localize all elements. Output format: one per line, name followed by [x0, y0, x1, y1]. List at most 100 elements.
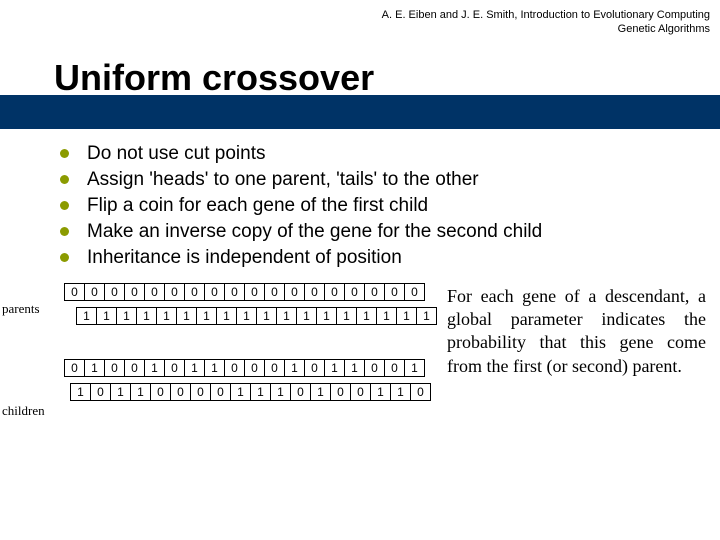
gene-cell: 1	[344, 359, 365, 377]
gene-cell: 0	[404, 283, 425, 301]
gene-cell: 0	[324, 283, 345, 301]
gene-cell: 0	[264, 283, 285, 301]
gene-cell: 1	[130, 383, 151, 401]
gene-cell: 0	[364, 359, 385, 377]
gene-cell: 0	[190, 383, 211, 401]
explanation-text: For each gene of a descendant, a global …	[447, 285, 706, 379]
bullet-text: Assign 'heads' to one parent, 'tails' to…	[87, 169, 479, 191]
gene-cell: 0	[104, 283, 125, 301]
gene-cell: 0	[290, 383, 311, 401]
lower-section: parents children 000000000000000000 1111…	[0, 283, 720, 419]
bullet-item: Flip a coin for each gene of the first c…	[60, 195, 720, 217]
gene-cell: 1	[376, 307, 397, 325]
gene-cell: 1	[324, 359, 345, 377]
gene-cell: 0	[224, 359, 245, 377]
gene-cell: 1	[70, 383, 91, 401]
gene-cell: 0	[64, 359, 85, 377]
gene-cell: 1	[204, 359, 225, 377]
gene-cell: 1	[250, 383, 271, 401]
gene-cell: 1	[116, 307, 137, 325]
gene-cell: 0	[410, 383, 431, 401]
gene-cell: 1	[236, 307, 257, 325]
gene-cell: 0	[90, 383, 111, 401]
parent-row-1: 000000000000000000	[64, 283, 437, 301]
bullet-icon	[60, 227, 69, 236]
gene-cell: 1	[316, 307, 337, 325]
header: A. E. Eiben and J. E. Smith, Introductio…	[0, 0, 720, 39]
child-row-1: 010010110001011001	[64, 359, 437, 377]
gene-cell: 1	[110, 383, 131, 401]
header-line-2: Genetic Algorithms	[0, 22, 710, 36]
gene-cell: 0	[64, 283, 85, 301]
gene-cell: 0	[284, 283, 305, 301]
bullet-text: Inheritance is independent of position	[87, 247, 402, 269]
gene-cell: 0	[124, 359, 145, 377]
gene-cell: 1	[404, 359, 425, 377]
gene-cell: 1	[356, 307, 377, 325]
gene-cell: 1	[336, 307, 357, 325]
gene-cell: 1	[296, 307, 317, 325]
gene-cell: 0	[344, 283, 365, 301]
gene-cell: 1	[216, 307, 237, 325]
gene-cell: 1	[310, 383, 331, 401]
bullet-item: Assign 'heads' to one parent, 'tails' to…	[60, 169, 720, 191]
bullet-text: Do not use cut points	[87, 143, 266, 165]
gene-cell: 1	[230, 383, 251, 401]
bullet-text: Flip a coin for each gene of the first c…	[87, 195, 428, 217]
bullet-icon	[60, 253, 69, 262]
gene-cell: 1	[256, 307, 277, 325]
gene-cell: 1	[396, 307, 417, 325]
bullet-icon	[60, 175, 69, 184]
gene-cell: 1	[144, 359, 165, 377]
gene-cell: 0	[184, 283, 205, 301]
gene-cell: 1	[136, 307, 157, 325]
gene-cell: 0	[350, 383, 371, 401]
gene-cell: 1	[156, 307, 177, 325]
gene-cell: 0	[364, 283, 385, 301]
gene-cell: 0	[84, 283, 105, 301]
gene-cell: 0	[224, 283, 245, 301]
bullet-icon	[60, 149, 69, 158]
gene-cell: 1	[370, 383, 391, 401]
title-section: Uniform crossover	[0, 57, 720, 99]
gene-cell: 0	[104, 359, 125, 377]
gene-cell: 0	[164, 283, 185, 301]
gene-cell: 0	[164, 359, 185, 377]
bullet-list: Do not use cut points Assign 'heads' to …	[60, 143, 720, 269]
gene-cell: 1	[196, 307, 217, 325]
gene-cell: 0	[170, 383, 191, 401]
gene-cell: 0	[304, 359, 325, 377]
parents-label: parents	[2, 301, 64, 317]
gene-cell: 1	[270, 383, 291, 401]
gene-cell: 0	[384, 359, 405, 377]
gene-cell: 0	[210, 383, 231, 401]
parent-row-2: 111111111111111111	[76, 307, 437, 325]
child-row-2: 101100001110100110	[70, 383, 437, 401]
title-underline-bar	[0, 95, 720, 129]
slide-title: Uniform crossover	[0, 57, 720, 99]
gene-cell: 1	[76, 307, 97, 325]
explanation: For each gene of a descendant, a global …	[437, 283, 710, 419]
gene-cell: 0	[150, 383, 171, 401]
gene-cell: 0	[304, 283, 325, 301]
bullet-icon	[60, 201, 69, 210]
gene-cell: 0	[244, 359, 265, 377]
gene-cell: 0	[384, 283, 405, 301]
gene-cell: 1	[184, 359, 205, 377]
row-labels: parents children	[2, 283, 64, 419]
gene-cell: 0	[244, 283, 265, 301]
gene-cell: 1	[284, 359, 305, 377]
gene-cell: 0	[330, 383, 351, 401]
gene-cell: 1	[276, 307, 297, 325]
gene-cell: 0	[144, 283, 165, 301]
gene-cell: 1	[84, 359, 105, 377]
header-line-1: A. E. Eiben and J. E. Smith, Introductio…	[0, 8, 710, 22]
gene-cell: 1	[390, 383, 411, 401]
bullet-item: Inheritance is independent of position	[60, 247, 720, 269]
gene-cell: 1	[416, 307, 437, 325]
bullet-item: Do not use cut points	[60, 143, 720, 165]
gene-cell: 1	[96, 307, 117, 325]
gene-grid: 000000000000000000 111111111111111111 01…	[64, 283, 437, 419]
children-label: children	[2, 403, 64, 419]
gene-cell: 1	[176, 307, 197, 325]
